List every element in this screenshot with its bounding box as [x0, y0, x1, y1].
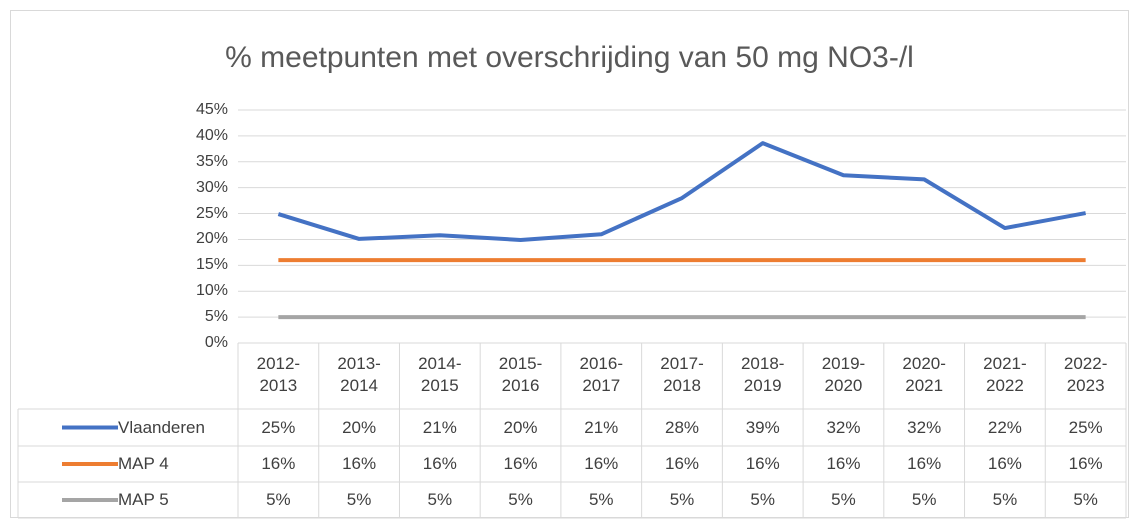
data-label: 16%: [422, 454, 457, 473]
data-label: 25%: [1068, 417, 1103, 437]
y-tick-label: 35%: [195, 152, 228, 170]
x-tick-label: 2021-2022: [983, 354, 1027, 395]
data-label: 16%: [907, 454, 942, 473]
legend-label: MAP 4: [118, 454, 169, 473]
x-tick-label: 2022-2023: [1063, 354, 1108, 395]
y-tick-label: 45%: [195, 101, 228, 118]
y-tick-label: 40%: [195, 126, 228, 144]
data-label: 16%: [987, 454, 1022, 473]
data-label: 5%: [669, 490, 695, 509]
data-label: 28%: [664, 417, 700, 437]
legend-label: MAP 5: [118, 490, 169, 509]
legend-label: Vlaanderen: [118, 417, 205, 437]
data-label: 39%: [745, 417, 780, 437]
y-tick-label: 30%: [195, 178, 228, 196]
y-tick-label: 25%: [195, 204, 228, 222]
data-label: 20%: [342, 417, 377, 437]
data-label: 5%: [346, 490, 372, 509]
data-label: 5%: [588, 490, 614, 509]
data-label: 25%: [261, 417, 296, 437]
data-label: 5%: [508, 490, 533, 509]
y-tick-label: 5%: [204, 308, 228, 326]
x-tick-label: 2020-2021: [902, 354, 946, 395]
data-label: 32%: [826, 417, 861, 437]
data-label: 5%: [266, 490, 291, 509]
x-tick-label: 2017-2018: [660, 354, 704, 395]
x-tick-label: 2018-2019: [740, 354, 785, 395]
y-tick-label: 0%: [204, 334, 228, 351]
data-label: 5%: [992, 490, 1018, 509]
data-label: 22%: [987, 417, 1022, 437]
data-label: 5%: [911, 490, 937, 509]
data-label: 5%: [750, 490, 775, 509]
data-label: 16%: [261, 454, 296, 473]
x-tick-label: 2015-2016: [498, 354, 543, 395]
data-label: 16%: [342, 454, 377, 473]
x-tick-label: 2016-2017: [579, 354, 623, 395]
data-label: 16%: [826, 454, 861, 473]
series-line: [277, 141, 1087, 242]
chart-border: [10, 10, 1129, 518]
data-label: 5%: [831, 490, 856, 509]
x-tick-label: 2019-2020: [821, 354, 866, 395]
data-label: 20%: [503, 417, 538, 437]
y-tick-label: 10%: [195, 282, 228, 300]
x-tick-label: 2014-2015: [418, 354, 462, 395]
data-label: 16%: [503, 454, 538, 473]
data-label: 32%: [907, 417, 942, 437]
data-label: 5%: [427, 490, 453, 509]
x-tick-label: 2013-2014: [337, 354, 381, 395]
chart-title: % meetpunten met overschrijding van 50 m…: [225, 41, 914, 74]
data-label: 16%: [664, 454, 700, 473]
x-tick-label: 2012-2013: [256, 354, 301, 395]
y-tick-label: 20%: [195, 230, 228, 248]
data-label: 16%: [745, 454, 780, 473]
data-label: 21%: [584, 417, 619, 437]
data-label: 21%: [422, 417, 457, 437]
data-label: 16%: [584, 454, 619, 473]
y-tick-label: 15%: [195, 256, 228, 274]
data-label: 16%: [1068, 454, 1103, 473]
data-label: 5%: [1073, 490, 1098, 509]
